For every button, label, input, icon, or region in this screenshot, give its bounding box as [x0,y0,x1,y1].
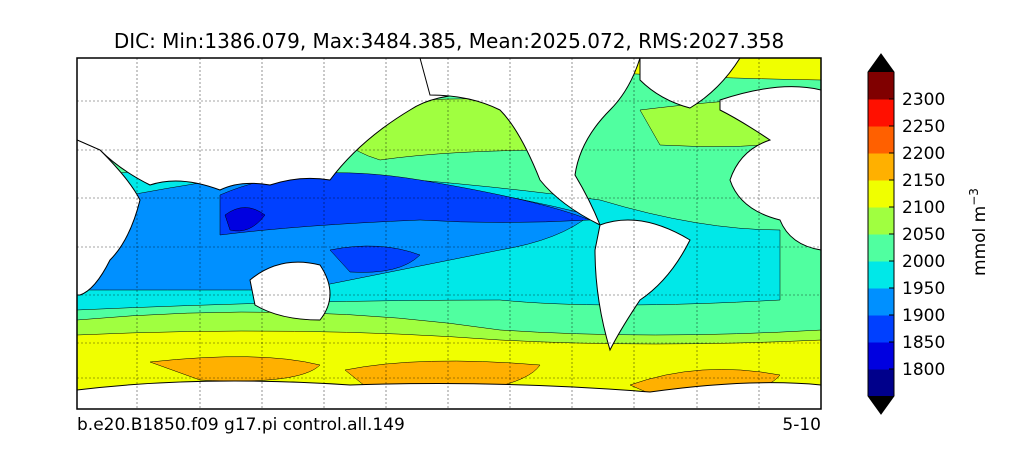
colorbar-band [868,342,894,370]
colorbar-band [868,72,894,100]
colorbar: 1800 1850 1900 1950 2000 2050 2100 2150 2200 2250… [867,53,945,415]
graticule [77,58,821,409]
run-name: b.e20.B1850.f09 g17.pi control.all.149 [77,415,405,435]
map-title: DIC: Min:1386.079, Max:3484.385, Mean:20… [114,29,784,53]
colorbar-tick-label: 2050 [902,225,945,245]
colorbar-tick-label: 2300 [902,90,945,110]
date-label: 5-10 [782,415,821,435]
colorbar-tick-label: 2100 [902,198,945,218]
colorbar-band [868,180,894,208]
colorbar-unit: mmol m [970,206,990,276]
colorbar-tick-label: 1900 [902,306,945,326]
colorbar-outline [867,53,895,415]
map [76,57,822,410]
colorbar-tick-label: 1800 [902,360,945,380]
colorbar-band [868,234,894,262]
colorbar-tick-label: 1950 [902,279,945,299]
colorbar-band [868,126,894,154]
colorbar-tick-label: 2150 [902,171,945,191]
colorbar-tick-label: 1850 [902,333,945,353]
colorbar-tick-label: 2000 [902,252,945,272]
colorbar-band [868,288,894,316]
colorbar-band [868,153,894,181]
colorbar-band [868,369,894,397]
colorbar-unit-exponent: −3 [967,188,981,206]
colorbar-label: mmol m−3 [967,188,990,276]
colorbar-band [868,315,894,343]
colorbar-tick-label: 2250 [902,117,945,137]
colorbar-band [868,99,894,127]
colorbar-tick-label: 2200 [902,144,945,164]
colorbar-extend-high [868,54,894,72]
colorbar-band [868,261,894,289]
colorbar-band [868,207,894,235]
map-frame [76,57,822,410]
colorbar-extend-low [868,396,894,414]
